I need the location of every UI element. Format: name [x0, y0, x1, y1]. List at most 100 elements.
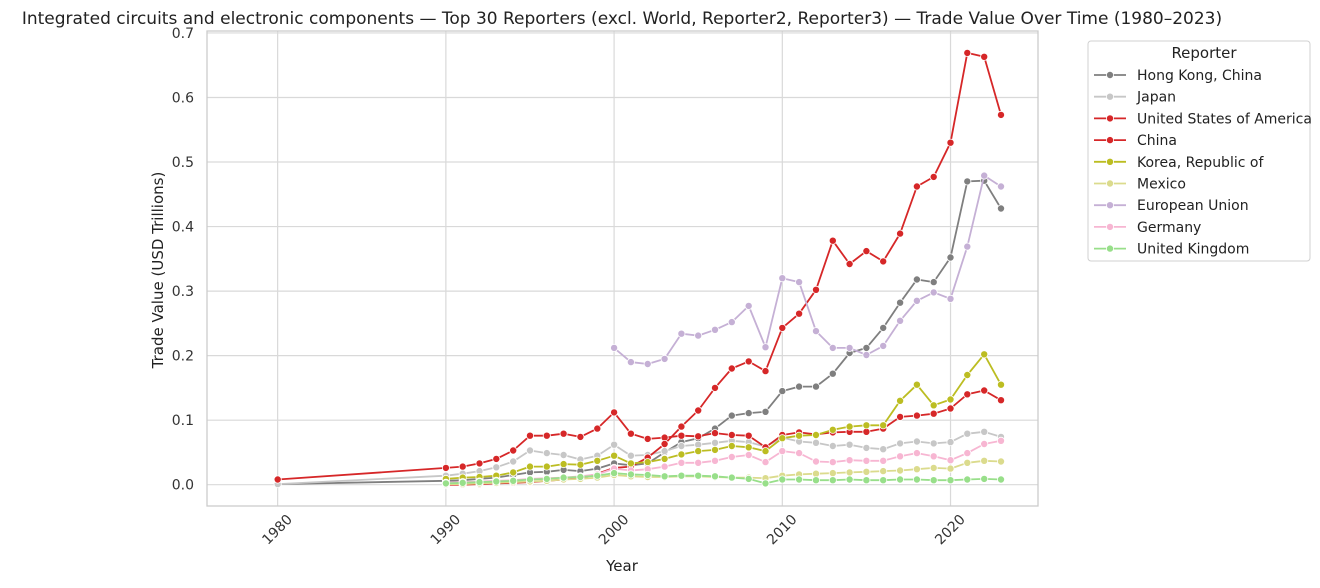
data-point: [778, 323, 787, 332]
data-point: [576, 432, 585, 441]
data-point: [542, 449, 551, 458]
legend-item: United States of America: [1094, 111, 1312, 127]
data-point: [912, 296, 921, 305]
data-point: [912, 449, 921, 458]
data-point: [677, 431, 686, 440]
legend-label: United States of America: [1137, 111, 1312, 127]
data-point: [677, 471, 686, 480]
data-point: [727, 441, 736, 450]
data-point: [812, 438, 821, 447]
data-point: [896, 439, 905, 448]
legend-label: Mexico: [1137, 177, 1186, 193]
data-point: [912, 411, 921, 420]
data-point: [845, 468, 854, 477]
x-tick-label: 1990: [428, 512, 465, 549]
grid: [207, 31, 1038, 506]
data-point: [711, 456, 720, 465]
data-point: [677, 458, 686, 467]
data-point: [643, 458, 652, 467]
data-point: [660, 439, 669, 448]
data-point: [509, 457, 518, 466]
data-point: [946, 476, 955, 485]
legend-item: Germany: [1094, 220, 1201, 236]
data-point: [812, 327, 821, 336]
data-point: [744, 431, 753, 440]
data-point: [963, 429, 972, 438]
data-point: [576, 460, 585, 469]
data-point: [828, 458, 837, 467]
x-axis-ticks: 1980 1990 2000 2010 2020: [259, 512, 968, 549]
data-point: [677, 422, 686, 431]
y-tick-label: 0.6: [172, 90, 194, 106]
legend-item: Hong Kong, China: [1094, 68, 1262, 84]
data-point: [845, 440, 854, 449]
data-point: [896, 475, 905, 484]
legend-marker: [1106, 92, 1115, 101]
legend-marker: [1106, 71, 1115, 80]
data-point: [929, 288, 938, 297]
data-point: [542, 474, 551, 483]
series-layer: [273, 48, 1006, 489]
data-point: [643, 434, 652, 443]
data-point: [677, 441, 686, 450]
data-point: [677, 329, 686, 338]
data-point: [896, 412, 905, 421]
data-point: [542, 431, 551, 440]
data-point: [694, 331, 703, 340]
data-point: [610, 343, 619, 352]
data-point: [828, 425, 837, 434]
data-point: [879, 456, 888, 465]
data-point: [694, 406, 703, 415]
data-point: [929, 476, 938, 485]
data-point: [946, 395, 955, 404]
data-point: [610, 440, 619, 449]
data-point: [273, 475, 282, 484]
data-point: [862, 350, 871, 359]
data-point: [559, 473, 568, 482]
data-point: [879, 445, 888, 454]
legend-label: Korea, Republic of: [1137, 155, 1264, 171]
data-point: [828, 343, 837, 352]
data-point: [963, 390, 972, 399]
data-point: [694, 458, 703, 467]
y-axis-label: Trade Value (USD Trillions): [149, 172, 167, 370]
data-point: [828, 441, 837, 450]
legend-marker: [1106, 179, 1115, 188]
data-point: [963, 48, 972, 57]
data-point: [711, 445, 720, 454]
data-point: [660, 454, 669, 463]
series-line: [445, 353, 1002, 480]
legend-item: Japan: [1094, 90, 1176, 106]
data-point: [997, 457, 1006, 466]
data-point: [896, 316, 905, 325]
legend-item: Mexico: [1094, 177, 1186, 193]
data-point: [643, 359, 652, 368]
data-point: [929, 278, 938, 287]
data-point: [711, 383, 720, 392]
data-point: [963, 370, 972, 379]
chart-title: Integrated circuits and electronic compo…: [22, 9, 1222, 29]
data-point: [778, 387, 787, 396]
y-tick-label: 0.1: [172, 413, 194, 429]
legend-marker: [1106, 136, 1115, 145]
data-point: [660, 447, 669, 456]
legend-label: United Kingdom: [1137, 242, 1249, 258]
data-point: [879, 421, 888, 430]
data-point: [896, 396, 905, 405]
data-point: [912, 437, 921, 446]
legend-item: China: [1094, 133, 1177, 149]
data-point: [812, 285, 821, 294]
data-point: [610, 469, 619, 478]
data-point: [845, 456, 854, 465]
data-point: [997, 110, 1006, 119]
data-point: [441, 479, 450, 488]
data-point: [660, 472, 669, 481]
data-point: [492, 463, 501, 472]
legend-marker: [1106, 114, 1115, 123]
data-point: [643, 470, 652, 479]
data-point: [980, 439, 989, 448]
series-line: [277, 389, 1002, 481]
data-point: [862, 456, 871, 465]
data-point: [912, 182, 921, 191]
